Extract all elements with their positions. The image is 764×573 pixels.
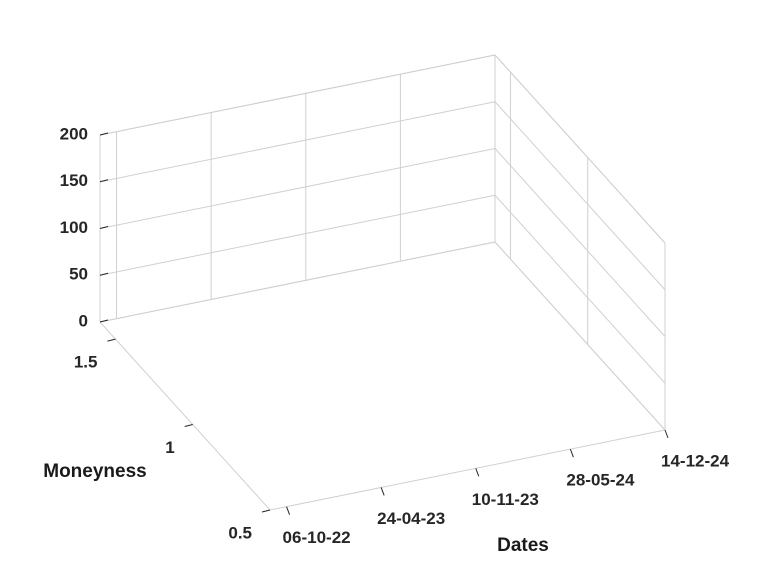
box-edge [99,321,271,511]
grid-line [99,241,496,323]
axes-box [99,54,669,515]
x-tick-label: 14-12-24 [661,451,730,470]
grid-line [99,194,496,276]
grid-line [494,148,666,337]
x-tick-label: 24-04-23 [377,509,445,528]
z-tick [99,226,109,229]
y-tick [107,338,116,342]
y-axis-label: Moneyness [43,461,146,482]
x-tick-label: 28-05-24 [566,471,635,490]
z-tick [99,132,109,136]
z-tick-label: 100 [60,218,88,237]
grid-line [494,101,666,291]
y-tick-label: 1 [165,438,174,457]
box-edge [269,429,666,511]
z-tick-label: 50 [69,265,88,284]
y-tick-label: 0.5 [228,523,252,542]
x-tick [475,468,480,477]
grid-line [494,241,666,431]
z-tick [99,272,109,276]
x-axis-label: Dates [497,535,549,556]
grid-line [99,148,496,229]
x-tick-label: 06-10-22 [283,528,351,547]
z-tick-label: 150 [60,171,88,190]
grid-line [494,194,666,384]
x-tick [380,487,385,496]
grid-line [494,54,666,244]
grid-line [99,101,496,183]
y-tick [261,509,271,513]
z-tick-label: 0 [79,311,88,330]
y-tick [184,424,193,428]
z-tick-label: 200 [60,124,88,143]
x-tick [569,448,574,458]
labels: Moneyness Dates 0 50 100 150 200 0.5 1 1.5 06-10… [43,124,729,556]
x-tick-label: 10-11-23 [472,490,539,509]
z-tick [99,319,109,323]
z-tick [99,179,109,183]
x-tick [286,506,291,515]
x-tick [664,429,669,439]
y-tick-label: 1.5 [74,353,98,372]
grid-line [99,54,496,136]
